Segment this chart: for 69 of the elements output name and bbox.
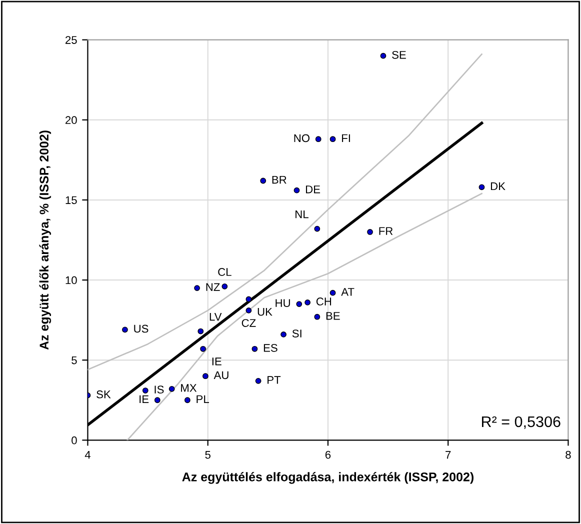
data-label: UK: [258, 308, 272, 316]
data-label: BE: [326, 312, 340, 320]
data-label: MX: [181, 384, 197, 392]
data-label: FI: [342, 134, 350, 142]
data-label: CH: [316, 298, 332, 306]
point: [168, 386, 175, 392]
point: [304, 299, 311, 306]
data-label: IE: [140, 395, 149, 403]
data-label: PT: [268, 376, 281, 384]
point: [122, 326, 128, 333]
data-label: IE: [212, 358, 222, 366]
data-label: SK: [96, 390, 111, 398]
point: [314, 226, 320, 232]
data-label: LV: [210, 312, 222, 321]
point: [142, 388, 148, 394]
point: [296, 301, 302, 307]
data-label: IS: [154, 386, 164, 394]
point: [380, 52, 386, 59]
annotation: R² = 0,5306: [482, 416, 560, 429]
data-label: PL: [196, 395, 209, 403]
point: [222, 283, 228, 290]
x-tick-label: 7: [446, 450, 451, 459]
point: [367, 229, 373, 235]
point: [246, 308, 252, 314]
data-label: NL: [296, 210, 308, 218]
data-label: AU: [214, 371, 228, 380]
point: [478, 184, 485, 190]
x-tick-label: 4: [84, 450, 90, 459]
y-tick-label: 15: [66, 196, 77, 204]
point: [202, 373, 208, 380]
point: [184, 397, 190, 404]
point: [260, 178, 266, 184]
y-tick-label: 0: [72, 436, 77, 444]
point: [294, 187, 300, 194]
point: [280, 332, 286, 338]
x-tick-label: 6: [325, 450, 331, 459]
x-tick-label: 8: [566, 450, 571, 459]
point: [252, 346, 258, 352]
data-label: NO: [294, 134, 310, 142]
point: [198, 328, 204, 334]
point: [330, 136, 336, 142]
point: [154, 397, 160, 404]
data-label: AT: [341, 288, 354, 296]
data-label: FR: [379, 227, 393, 235]
point: [314, 314, 320, 320]
y-tick-label: 20: [66, 116, 77, 124]
data-label: NZ: [206, 283, 220, 291]
data-label: CL: [218, 268, 232, 276]
data-label: ES: [264, 344, 278, 352]
data-label: SE: [392, 50, 406, 59]
data-label: CZ: [242, 319, 256, 327]
point: [315, 136, 322, 142]
data-label: DK: [490, 182, 506, 190]
x-tick-label: 5: [205, 450, 210, 459]
data-label: DE: [306, 186, 320, 194]
y-tick-label: 25: [66, 36, 77, 44]
line-series: [126, 192, 482, 440]
point: [200, 346, 206, 352]
data-label: BR: [272, 176, 286, 184]
y-tick-label: 5: [72, 356, 77, 364]
data-label: HU: [276, 299, 290, 308]
y-axis-title: Az együtt élők aránya, % (ISSP, 2002): [39, 130, 52, 350]
x-axis-title: Az együttélés elfogadása, indexérték (ISSP, 2002): [182, 472, 474, 484]
point: [330, 290, 336, 296]
data-label: SI: [292, 330, 302, 338]
y-tick-label: 10: [66, 276, 77, 284]
data-label: US: [134, 324, 148, 333]
point: [194, 285, 200, 291]
point: [255, 378, 262, 384]
